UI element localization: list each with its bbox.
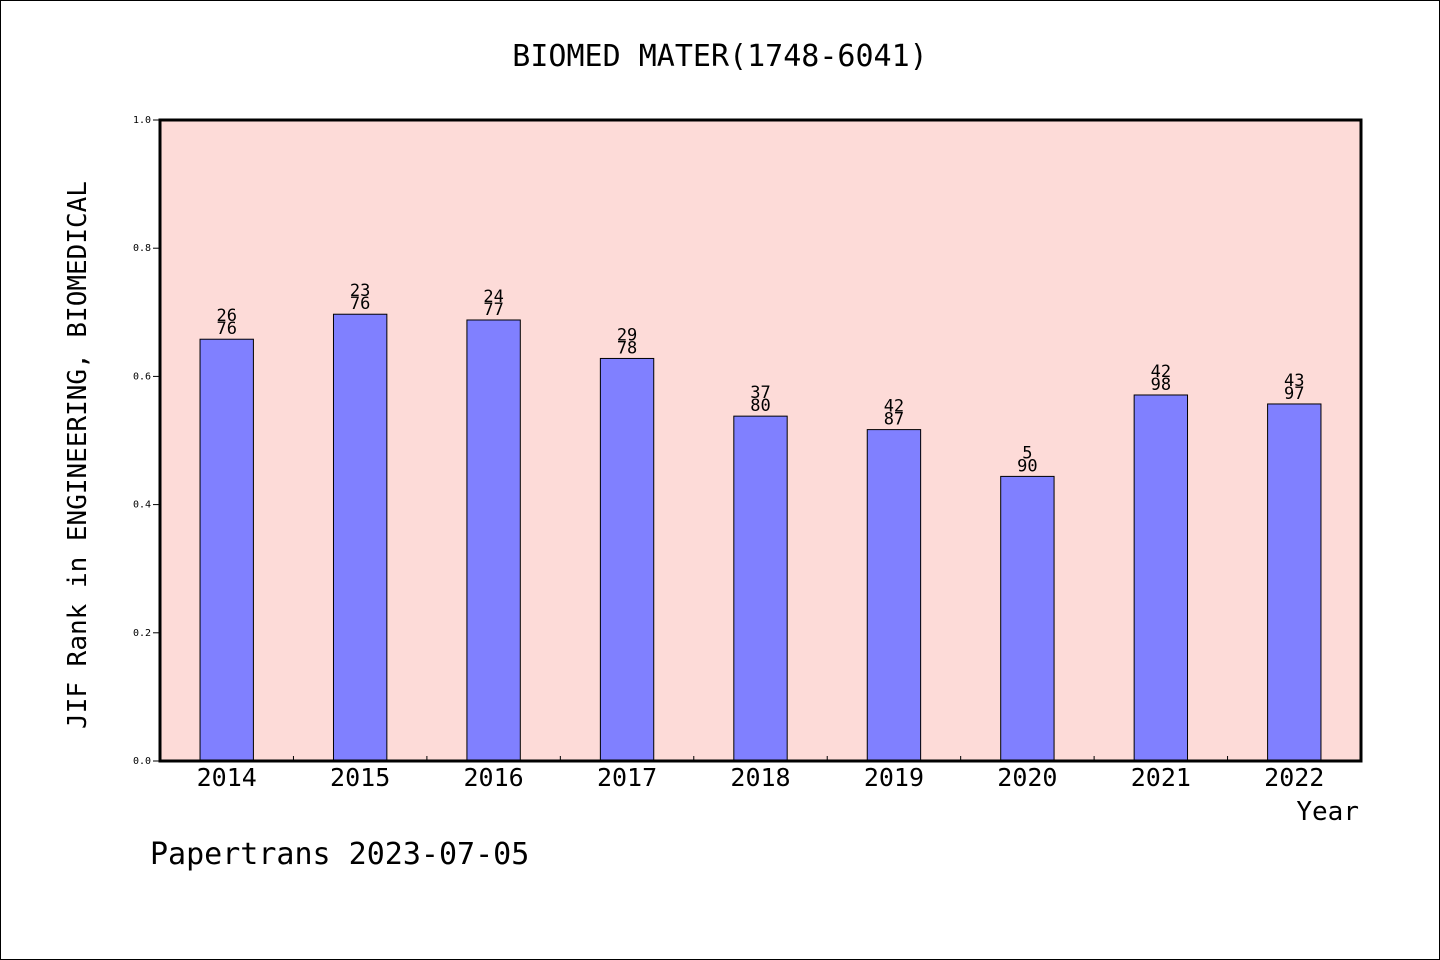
bars-group [199, 313, 1322, 762]
x-tick-label: 2019 [864, 763, 924, 792]
bar [1267, 403, 1322, 762]
y-axis: 0.0 0.2 0.4 0.6 0.8 1.0 [133, 115, 160, 767]
x-tick-label: 2021 [1131, 763, 1191, 792]
x-axis-label: Year [1296, 797, 1359, 827]
bar-label-total: 90 [1017, 456, 1037, 476]
bar-label-rank: 37 [750, 383, 770, 403]
bar [733, 415, 788, 762]
x-tick-label: 2016 [464, 763, 524, 792]
y-tick-label: 0.2 [133, 628, 151, 639]
x-tick-label: 2018 [730, 763, 790, 792]
bar-label-total: 78 [617, 338, 637, 358]
bar-label-rank: 24 [483, 287, 503, 307]
bar-label-rank: 5 [1022, 443, 1032, 463]
bar [866, 429, 922, 762]
y-tick-label: 0.6 [133, 371, 151, 382]
bar-label-rank: 26 [216, 306, 236, 326]
bar-label-total: 87 [884, 410, 904, 430]
x-tick-label: 2015 [330, 763, 390, 792]
x-tick-label: 2022 [1264, 763, 1324, 792]
x-tick-label: 2017 [597, 763, 657, 792]
bar-label-rank: 42 [1151, 362, 1171, 382]
chart-title: BIOMED MATER(1748-6041) [512, 39, 927, 74]
bar-label-total: 97 [1284, 384, 1304, 404]
bar [199, 338, 254, 762]
y-tick-label: 1.0 [133, 115, 151, 126]
footer-credit: Papertrans 2023-07-05 [150, 837, 529, 872]
bar [332, 313, 388, 762]
bar-label-rank: 43 [1284, 371, 1304, 391]
bar [466, 319, 521, 762]
bar-label-total: 76 [350, 294, 370, 314]
bar [1133, 394, 1189, 762]
bar [1000, 475, 1055, 762]
y-tick-label: 0.8 [133, 243, 151, 254]
y-axis-label: JIF Rank in ENGINEERING, BIOMEDICAL [63, 181, 93, 729]
bar-label-total: 80 [750, 396, 770, 416]
x-tick-label: 2020 [997, 763, 1057, 792]
y-tick-label: 0.0 [133, 756, 151, 767]
bar [599, 357, 655, 762]
bar-label-total: 98 [1151, 375, 1171, 395]
x-tick-label: 2014 [197, 763, 257, 792]
plot-border [158, 118, 1363, 763]
x-axis: 2014 2015 2016 2017 2018 2019 2020 2021 2022 [197, 756, 1324, 792]
bar-label-rank: 42 [884, 397, 904, 417]
bar-label-rank: 29 [617, 325, 637, 345]
y-tick-label: 0.4 [133, 500, 151, 511]
bar-label-total: 76 [216, 319, 236, 339]
bar-label-rank: 23 [350, 281, 370, 301]
bar-label-total: 77 [483, 300, 503, 320]
